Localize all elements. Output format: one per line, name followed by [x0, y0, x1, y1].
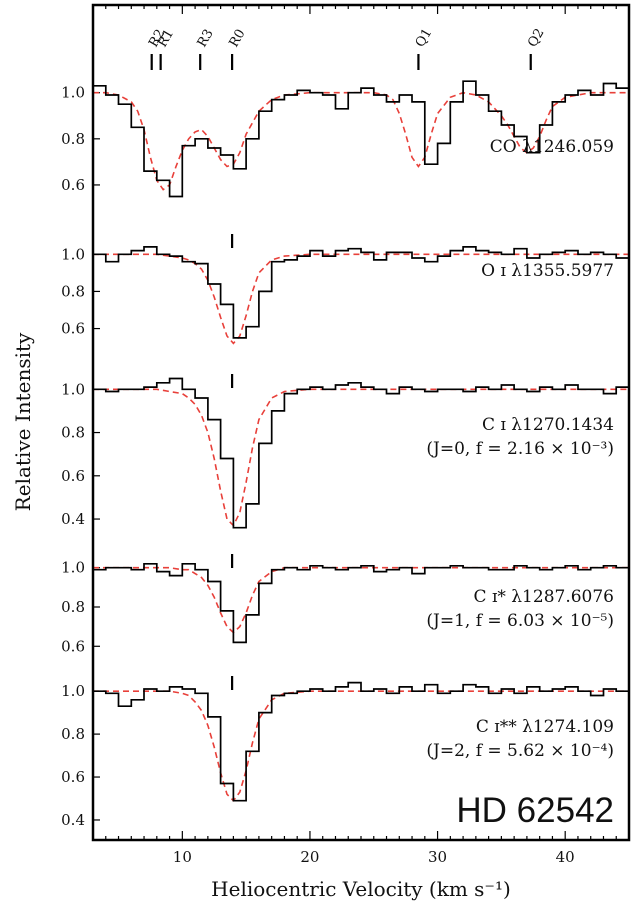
- x-axis: 10 20 30 40: [92, 5, 630, 866]
- observed-spectrum: [93, 377, 629, 529]
- observed-spectrum: [93, 562, 629, 644]
- x-tick-label: 40: [556, 848, 575, 866]
- y-axis-title: Relative Intensity: [11, 332, 35, 511]
- y-tick-label: 0.4: [61, 510, 85, 528]
- panel-sublabel: (J=0, f = 2.16 × 10⁻³): [426, 439, 614, 459]
- y-tick-label: 1.0: [61, 84, 85, 102]
- panel-sublabel: (J=2, f = 5.62 × 10⁻⁴): [426, 741, 614, 761]
- panel-sublabel: (J=1, f = 6.03 × 10⁻⁵): [426, 611, 614, 631]
- panel-5: 0.4 0.6 0.8 1.0 C ɪ** λ1274.109 (J=2, f = 5.6…: [61, 676, 629, 829]
- y-tick-label: 1.0: [61, 245, 85, 263]
- y-tick-label: 0.8: [61, 598, 85, 616]
- panel-2: 0.6 0.8 1.0 O ɪ λ1355.5977: [61, 234, 629, 345]
- y-tick-label: 1.0: [61, 682, 85, 700]
- observed-spectrum: [93, 681, 629, 802]
- y-tick-label: 1.0: [61, 380, 85, 398]
- panel-3: 0.4 0.6 0.8 1.0 C ɪ λ1270.1434 (J=0, f = 2.16…: [61, 374, 629, 529]
- x-tick-label: 10: [173, 848, 192, 866]
- y-tick-label: 0.8: [61, 130, 85, 148]
- panel-label: C ɪ* λ1287.6076: [474, 587, 614, 607]
- panel-label: C ɪ λ1270.1434: [482, 415, 614, 435]
- x-tick-label: 30: [428, 848, 447, 866]
- observed-spectrum: [93, 246, 629, 339]
- star-name: HD 62542: [456, 791, 614, 830]
- observed-spectrum: [93, 80, 629, 198]
- y-tick-label: 1.0: [61, 559, 85, 577]
- panel-label: CO λ1246.059: [490, 137, 614, 157]
- y-tick-label: 0.8: [61, 424, 85, 442]
- y-tick-label: 0.6: [61, 320, 85, 338]
- y-tick-label: 0.8: [61, 282, 85, 300]
- y-tick-label: 0.8: [61, 725, 85, 743]
- panel-4: 0.6 0.8 1.0 C ɪ* λ1287.6076 (J=1, f = 6.03 ×…: [61, 554, 629, 655]
- y-tick-label: 0.6: [61, 467, 85, 485]
- x-tick-label: 20: [300, 848, 319, 866]
- panel-label: O ɪ λ1355.5977: [481, 261, 614, 281]
- panel-label: C ɪ** λ1274.109: [476, 717, 614, 737]
- x-axis-title: Heliocentric Velocity (km s⁻¹): [211, 877, 511, 901]
- y-tick-label: 0.6: [61, 768, 85, 786]
- y-tick-label: 0.4: [61, 811, 85, 829]
- y-tick-label: 0.6: [61, 176, 85, 194]
- y-tick-label: 0.6: [61, 637, 85, 655]
